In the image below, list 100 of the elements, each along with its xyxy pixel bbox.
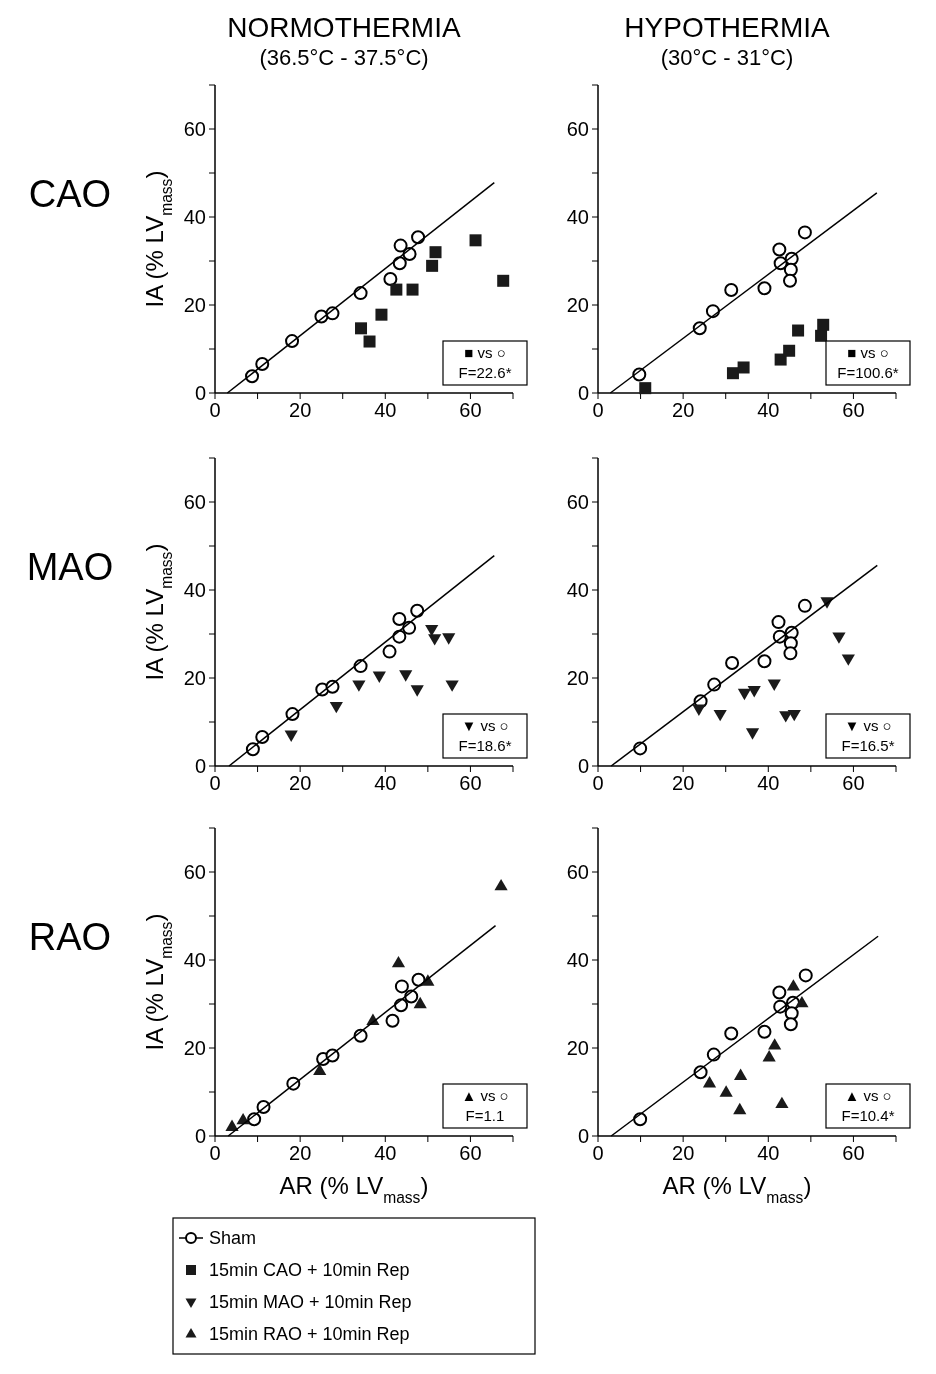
- annotation: ▲ vs ○: [461, 1087, 509, 1104]
- point: [726, 367, 739, 380]
- annotation: F=1.1: [465, 1107, 505, 1124]
- annotation: ▼ vs ○: [844, 717, 892, 734]
- x-tick-label: 20: [672, 399, 695, 421]
- chart-subtitle: (36.5°C - 37.5°C): [259, 45, 429, 70]
- x-tick-label: 40: [757, 772, 780, 794]
- text: 15min MAO + 10min Rep: [209, 1292, 412, 1312]
- point: [762, 1050, 776, 1062]
- point: [768, 1038, 782, 1050]
- point: [497, 274, 510, 287]
- x-tick-label: 0: [592, 772, 604, 794]
- y-tick-label: 0: [577, 382, 589, 404]
- x-tick-label: 0: [209, 399, 221, 421]
- point: [425, 624, 439, 637]
- y-tick-label: 60: [183, 491, 206, 513]
- y-tick-label: 0: [194, 1125, 206, 1147]
- point: [815, 329, 828, 342]
- y-tick-label: 60: [566, 118, 589, 140]
- point: [733, 1102, 747, 1115]
- x-tick-label: 20: [289, 399, 312, 421]
- annotation: F=10.4*: [841, 1107, 895, 1124]
- point: [355, 322, 368, 335]
- point: [786, 979, 800, 991]
- point: [771, 615, 786, 630]
- y-tick-label: 0: [577, 755, 589, 777]
- point: [795, 995, 809, 1008]
- point: [787, 709, 801, 722]
- point: [313, 1063, 327, 1076]
- text: 15min CAO + 10min Rep: [209, 1260, 410, 1280]
- y-tick-label: 20: [566, 1037, 589, 1059]
- x-tick-label: 0: [592, 399, 604, 421]
- y-tick-label: 60: [183, 118, 206, 140]
- point: [394, 979, 409, 994]
- point: [783, 273, 797, 288]
- annotation: ▼ vs ○: [461, 717, 509, 734]
- point: [413, 996, 427, 1009]
- point: [372, 671, 386, 683]
- x-tick-label: 40: [757, 1142, 780, 1164]
- point: [757, 1024, 772, 1039]
- annotation: F=100.6*: [837, 364, 899, 381]
- point: [375, 308, 388, 321]
- point: [745, 728, 760, 740]
- point: [772, 242, 787, 257]
- y-tick-label: 20: [566, 667, 589, 689]
- point: [392, 612, 407, 627]
- annotation: F=18.6*: [458, 737, 512, 754]
- point: [469, 234, 482, 247]
- point: [390, 283, 403, 296]
- y-tick-label: 60: [566, 861, 589, 883]
- point: [383, 272, 398, 287]
- point: [792, 324, 805, 337]
- point: [393, 238, 408, 253]
- point: [841, 654, 855, 666]
- y-tick-label: 20: [566, 294, 589, 316]
- x-tick-label: 40: [374, 1142, 397, 1164]
- x-tick-label: 40: [374, 399, 397, 421]
- point: [783, 1017, 798, 1032]
- text: CAO: [28, 173, 112, 215]
- annotation: ■ vs ○: [464, 344, 506, 361]
- point: [783, 646, 798, 661]
- point: [225, 1119, 239, 1131]
- y-tick-label: 40: [183, 579, 206, 601]
- x-axis-title: AR (% LV$_{mass}$): [279, 1172, 429, 1206]
- y-tick-label: 40: [183, 949, 206, 971]
- chart-title: HYPOTHERMIA: [624, 12, 830, 43]
- point: [329, 701, 343, 714]
- x-tick-label: 20: [289, 772, 312, 794]
- chart-subtitle: (30°C - 31°C): [660, 45, 794, 70]
- chart-title: NORMOTHERMIA: [227, 12, 461, 43]
- point: [734, 1068, 748, 1080]
- point: [692, 704, 706, 716]
- point: [779, 711, 793, 723]
- point: [719, 1085, 733, 1097]
- point: [798, 968, 813, 983]
- point: [406, 283, 419, 296]
- x-tick-label: 60: [842, 772, 865, 794]
- legend-label: 15min RAO + 10min Rep: [209, 1324, 410, 1344]
- point: [767, 679, 781, 691]
- annotation: F=22.6*: [458, 364, 512, 381]
- point: [702, 1076, 717, 1088]
- point: [352, 680, 366, 692]
- point: [639, 382, 652, 395]
- y-tick-label: 20: [183, 294, 206, 316]
- y-tick-label: 40: [183, 206, 206, 228]
- y-tick-label: 0: [194, 755, 206, 777]
- point: [428, 634, 442, 646]
- x-tick-label: 0: [209, 1142, 221, 1164]
- x-tick-label: 60: [459, 772, 482, 794]
- x-tick-label: 20: [672, 772, 695, 794]
- y-tick-label: 60: [566, 491, 589, 513]
- point: [757, 281, 772, 296]
- point: [713, 709, 727, 722]
- annotation: ■ vs ○: [847, 344, 889, 361]
- x-tick-label: 0: [209, 772, 221, 794]
- x-tick-label: 60: [842, 1142, 865, 1164]
- x-tick-label: 40: [374, 772, 397, 794]
- x-tick-label: 60: [459, 399, 482, 421]
- point: [391, 955, 406, 968]
- y-tick-label: 0: [577, 1125, 589, 1147]
